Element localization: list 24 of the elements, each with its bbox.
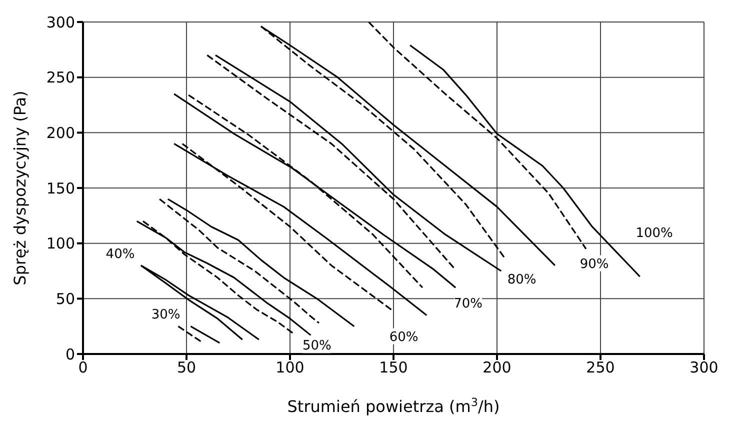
y-tick-label: 0 bbox=[65, 345, 75, 364]
y-tick-label: 250 bbox=[46, 68, 75, 87]
annotation: 60% bbox=[389, 330, 418, 345]
y-axis-title: Spręż dyspozycyjny (Pa) bbox=[10, 90, 30, 286]
x-tick-label: 200 bbox=[482, 358, 512, 377]
annotation: 90% bbox=[580, 256, 609, 272]
x-tick-label: 50 bbox=[176, 358, 196, 377]
annotation: 80% bbox=[507, 272, 536, 288]
annotation: 40% bbox=[106, 246, 135, 262]
annotation: 30% bbox=[151, 308, 180, 323]
x-tick-label: 150 bbox=[379, 358, 408, 377]
annotation: 100% bbox=[636, 226, 673, 241]
y-tick-label: 50 bbox=[56, 290, 75, 308]
y-tick-label: 150 bbox=[46, 179, 75, 198]
x-axis-title: Strumień powietrza (m$^{3}$/h) bbox=[287, 396, 500, 416]
x-tick-label: 100 bbox=[276, 358, 304, 377]
x-tick-label: 250 bbox=[586, 358, 615, 377]
annotation: 50% bbox=[302, 338, 332, 354]
x-tick-label: 300 bbox=[690, 358, 718, 377]
y-tick-label: 300 bbox=[46, 13, 75, 32]
y-tick-label: 200 bbox=[46, 124, 75, 142]
y-tick-label: 100 bbox=[46, 234, 75, 253]
annotation: 70% bbox=[454, 296, 482, 312]
x-tick-label: 0 bbox=[78, 358, 88, 377]
